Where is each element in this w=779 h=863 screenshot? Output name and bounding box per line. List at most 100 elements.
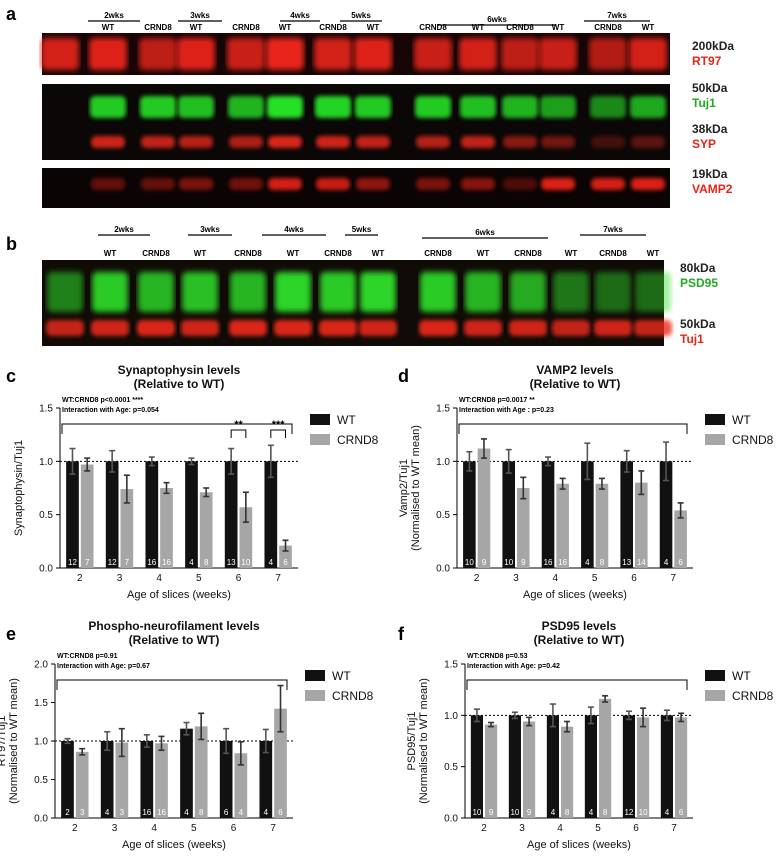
bar-crnd8 <box>599 698 612 818</box>
bar-crnd8 <box>675 717 688 818</box>
y-tick-label: 0.5 <box>436 510 450 521</box>
band-tuj1-b <box>137 320 175 336</box>
blot-strip-vamp2 <box>42 168 670 208</box>
n-label: 4 <box>585 558 590 567</box>
band-tuj1-b <box>181 320 219 336</box>
y-tick-label: 1.0 <box>436 457 450 468</box>
chart-stat-text: WT:CRND8 p=0.0017 ** <box>459 397 535 404</box>
band-rt97 <box>539 38 577 70</box>
blot-b-age-label: 7wks <box>603 225 623 234</box>
y-axis-label: (Normalised to WT mean) <box>418 678 430 804</box>
chart-bracket <box>56 679 288 690</box>
band-vamp2 <box>591 178 625 190</box>
blot-a-age-label: 7wks <box>607 11 627 20</box>
band-tuj1 <box>590 96 626 118</box>
blot-a-age-label: 5wks <box>351 11 371 20</box>
bar-wt <box>61 741 74 818</box>
chart-stat-text: WT:CRND8 p=0.91 <box>57 653 118 660</box>
bands-syp <box>91 136 665 148</box>
x-tick-label: 5 <box>595 823 601 834</box>
bands-vamp2 <box>91 178 665 190</box>
x-axis-label: Age of slices (weeks) <box>523 589 627 601</box>
band-tuj1 <box>502 96 538 118</box>
blot-b-marker-kda: 50kDa <box>680 317 716 331</box>
y-tick-label: 0.0 <box>444 814 458 825</box>
significance-label: *** <box>272 419 286 431</box>
blot-a-lane-label: WT <box>642 23 655 32</box>
blot-b-lane-label: CRND8 <box>424 249 452 258</box>
x-axis-label: Age of slices (weeks) <box>127 589 231 601</box>
n-label: 7 <box>125 558 130 567</box>
bar-wt <box>546 715 559 818</box>
blot-b-lane-label: CRND8 <box>514 249 542 258</box>
blot-a-lane-label: WT <box>367 23 380 32</box>
blot-a-marker-kda: 38kDa <box>692 122 728 136</box>
blot-a-lane-label: CRND8 <box>594 23 622 32</box>
n-label: 10 <box>504 558 513 567</box>
legend-swatch <box>705 434 725 445</box>
band-tuj1 <box>315 96 351 118</box>
x-tick-label: 3 <box>513 573 519 584</box>
bar-crnd8 <box>595 483 609 568</box>
x-tick-label: 6 <box>633 823 639 834</box>
chart-title: PSD95 levels <box>542 619 617 633</box>
n-label: 6 <box>679 808 684 817</box>
band-tuj1 <box>355 96 391 118</box>
chart-bracket <box>466 679 688 690</box>
chart-stat-text: WT:CRND8 p=0.53 <box>467 653 528 660</box>
blot-a-lane-label: CRND8 <box>232 23 260 32</box>
band-vamp2 <box>461 178 495 190</box>
n-label: 7 <box>85 558 90 567</box>
legend-label: CRND8 <box>732 689 774 703</box>
bar-crnd8 <box>674 510 687 568</box>
bands-tuj1 <box>90 96 666 118</box>
band-syp <box>461 136 495 148</box>
blot-a-lane-label: CRND8 <box>319 23 347 32</box>
bar-crnd8 <box>80 464 94 568</box>
y-axis-label: PSD95/Tuj1 <box>406 712 418 771</box>
band-vamp2 <box>316 178 350 190</box>
band-vamp2 <box>631 178 665 190</box>
blot-a-lane-label: WT <box>552 23 565 32</box>
blot-b-lane-label: CRND8 <box>142 249 170 258</box>
y-tick-label: 1.0 <box>444 711 458 722</box>
n-label: 13 <box>227 558 236 567</box>
n-label: 4 <box>189 558 194 567</box>
band-tuj1-b <box>46 320 84 336</box>
n-label: 2 <box>65 808 70 817</box>
legend-swatch <box>310 414 330 425</box>
y-tick-label: 0.5 <box>39 510 53 521</box>
band-rt97 <box>354 38 392 70</box>
n-label: 12 <box>108 558 117 567</box>
blot-a-age-label: 3wks <box>190 11 210 20</box>
n-label: 4 <box>184 808 189 817</box>
chart-vamp2: VAMP2 levels(Relative to WT) WT:CRND8 p=0… <box>398 363 774 601</box>
n-label: 8 <box>565 808 570 817</box>
bar-wt <box>502 461 515 568</box>
n-label: 16 <box>162 558 171 567</box>
n-label: 9 <box>489 808 494 817</box>
blot-b-marker-name: Tuj1 <box>680 332 704 346</box>
legend-swatch <box>705 670 725 681</box>
n-label: 10 <box>465 558 474 567</box>
bar-crnd8 <box>485 724 498 818</box>
band-psd95 <box>553 272 589 312</box>
band-tuj1-b <box>91 320 129 336</box>
bar-wt <box>185 461 198 568</box>
band-vamp2 <box>141 178 175 190</box>
bar-wt <box>219 741 233 818</box>
significance-label: ** <box>234 419 243 431</box>
x-tick-label: 5 <box>592 573 598 584</box>
x-axis-label: Age of slices (weeks) <box>527 839 631 851</box>
blot-b-lane-label: CRND8 <box>599 249 627 258</box>
band-syp <box>316 136 350 148</box>
n-label: 4 <box>105 808 110 817</box>
band-psd95 <box>420 272 456 312</box>
band-rt97 <box>139 38 177 70</box>
n-label: 8 <box>600 558 605 567</box>
band-psd95 <box>465 272 501 312</box>
bar-crnd8 <box>637 717 650 818</box>
blot-a-lane-label: CRND8 <box>144 23 172 32</box>
blot-a-marker-kda: 19kDa <box>692 167 728 181</box>
y-tick-label: 0.0 <box>34 814 48 825</box>
